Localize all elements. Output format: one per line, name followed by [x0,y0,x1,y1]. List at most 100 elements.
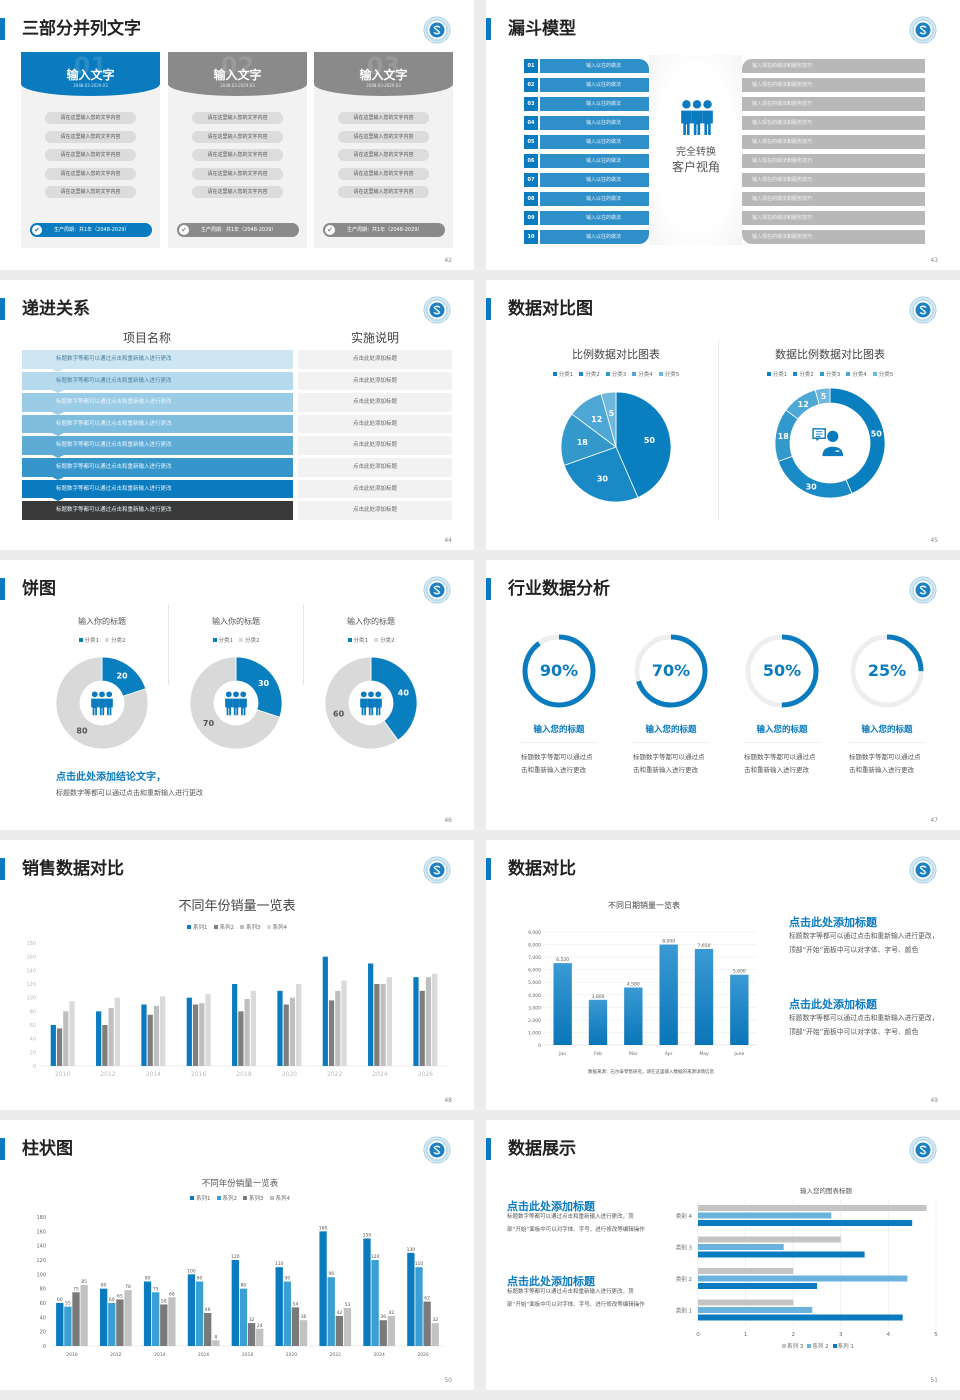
card-item: 请在这里输入您的文字内容 [338,130,429,143]
card-item: 请在这里输入您的文字内容 [192,167,283,180]
step-description[interactable]: 点击此处添加标题 [298,479,452,499]
x-tick-label: 2012 [110,1352,122,1358]
slide-45[interactable]: 数据对比图 45 比例数据对比图表 分类1 分类2 分类3 分类4 分类5 50 30 18 12 5 数… [486,280,960,550]
data-label: 12 [798,400,809,409]
bar [327,1277,335,1346]
bar [419,990,425,1066]
progression-step[interactable]: 标题数字等都可以通过点击和重新输入进行更改 [22,393,293,412]
progression-step[interactable]: 标题数字等都可以通过点击和重新输入进行更改 [22,371,293,391]
feature-card[interactable]: 03 输入文字 2048.03-2029.03 请在这里输入您的文字内容 请在这里输入您… [314,52,453,248]
progression-step[interactable]: 标题数字等都可以通过点击和重新输入进行更改 [22,436,293,455]
card-item: 请在这里输入您的文字内容 [45,186,136,198]
divider [633,742,709,743]
step-description[interactable]: 点击此处添加标题 [298,350,452,369]
legend-swatch [605,372,610,376]
card-item: 请在这里输入您的文字内容 [192,130,283,143]
step-description[interactable]: 点击此处添加标题 [298,458,452,477]
slide-50[interactable]: 柱状图 50 不同年份销量一览表 系列1 系列2 系列3 系列4 0 20 40 60 80 100 12… [0,1120,474,1390]
slide-47[interactable]: 行业数据分析 47 90% 输入您的标题 标题数字等都可以通过点击和重新输入进行更改 70… [486,560,960,830]
bar [56,1303,64,1346]
new-practice-bar: 输入现在的做法和服务技巧 [742,211,925,225]
slide-46[interactable]: 饼图 46 输入你的标题 分类1 分类2 20 80 输入你的标题 分类1 分类2 30 70 输入你的… [0,560,474,830]
slide-51[interactable]: 数据展示 51 点击此处添加标题 标题数字等都可以通过点击和重新输入进行更改，顶部“开… [486,1120,960,1390]
data-label: 36 [301,1314,307,1320]
x-tick-label: June [733,1051,744,1057]
step-description[interactable]: 点击此处添加标题 [298,371,452,391]
card-date: 2048.03-2029.03 [366,83,401,88]
card-item: 请在这里输入您的文字内容 [338,112,429,124]
bar [386,977,392,1066]
bar [432,973,438,1066]
slide-48[interactable]: 销售数据对比 48 不同年份销量一览表 系列1 系列2 系列3 系列4 0 20 40 60 80 10… [0,840,474,1110]
data-label: 5 [609,409,615,418]
slide-49[interactable]: 数据对比 49 不同日期销量一览表 0 1,000 2,000 3,000 4,000 5,00… [486,840,960,1110]
slide-44[interactable]: 递进关系 44 项目名称 实施说明 标题数字等都可以通过点击和重新输入进行更改 点击此处添… [0,280,474,550]
column-header-name: 项目名称 [122,331,171,345]
conclusion-title[interactable]: 点击此处添加结论文字， [56,772,166,783]
block-title[interactable]: 点击此处添加标题 [789,916,877,929]
step-description[interactable]: 点击此处添加标题 [298,501,452,520]
legend-label: 分类2 [799,372,814,378]
block-title[interactable]: 点击此处添加标题 [789,998,877,1011]
card-footer: ✔ 生产周期：共1年（2048-2029） [30,223,152,237]
bar [99,1288,108,1346]
x-tick-label: Apr [665,1051,673,1057]
y-tick-label: 100 [26,996,36,1002]
y-tick-label: 20 [30,1050,36,1056]
bar-chart: 0 1,000 2,000 3,000 4,000 5,000 6,000 7,000 8,00… [528,930,757,1057]
x-tick-label: 2020 [282,1071,297,1078]
data-label: 70 [203,719,215,728]
feature-card[interactable]: 02 输入文字 2048.03-2029.03 请在这里输入您的文字内容 请在这里输入您… [168,52,307,248]
slide-title: 三部分并列文字 [22,19,141,39]
feature-card[interactable]: 01 输入文字 2048.03-2029.03 请在这里输入您的文字内容 请在这里输入您… [21,52,160,248]
bar [199,1003,205,1066]
data-label: 80 [241,1283,247,1289]
data-source: 数据来源：石尔泰零售研究，请在这里输入数据的来源详情信息 [588,1070,714,1075]
legend-item: 系列1 [187,925,208,931]
bar-chart: 0 20 40 60 80 100 120 140 160 180 2010 2012 2014 2016… [26,941,448,1078]
progression-step[interactable]: 标题数字等都可以通过点击和重新输入进行更改 [22,501,293,520]
bar [379,1320,387,1346]
slide-42[interactable]: 三部分并列文字 42 01 输入文字 2048.03-2029.03 请在这里输入您的文字… [0,0,474,270]
legend-item: 分类3 [819,372,840,378]
x-tick-label: May [699,1051,709,1057]
legend-label: 系列4 [275,1196,291,1202]
people-group-icon [225,691,247,716]
card-footer-text: 生产周期：共1年（2048-2029） [347,227,423,233]
card-footer: ✔ 生产周期：共1年（2048-2029） [177,223,299,237]
block-title[interactable]: 点击此处添加标题 [507,1275,595,1288]
legend-swatch [766,372,771,376]
bar [231,1260,239,1346]
legend-item: 系列3 [243,1196,264,1202]
progression-step[interactable]: 标题数字等都可以通过点击和重新输入进行更改 [22,350,293,369]
slide-43[interactable]: 漏斗模型 43 01 输入以往的做法 输入现在的做法和服务技巧 02 输入以往的做法 输入现在… [486,0,960,270]
legend-label: 系列2 [222,1196,238,1202]
progression-step[interactable]: 标题数字等都可以通过点击和重新输入进行更改 [22,458,293,477]
step-number: 05 [524,135,538,149]
chart-title: 数据比例数据对比图表 [775,348,885,361]
card-item: 请在这里输入您的文字内容 [338,149,429,161]
legend-item: 系列2 [216,1196,238,1202]
data-label: 4,580 [627,981,640,987]
card-item: 请在这里输入您的文字内容 [45,130,136,143]
bar [423,1301,431,1346]
progression-step[interactable]: 标题数字等都可以通过点击和重新输入进行更改 [22,479,293,499]
y-tick-label: 7,000 [528,955,541,961]
x-tick-label: 2026 [418,1071,433,1078]
bar [553,963,572,1045]
progress-value: 50% [762,661,802,680]
legend-swatch [552,372,557,376]
y-tick-label: 120 [36,1258,46,1264]
bar [239,1288,248,1346]
data-label: 75 [153,1286,159,1292]
bar [204,1313,212,1346]
step-description[interactable]: 点击此处添加标题 [298,436,452,455]
data-label: 18 [778,432,790,441]
legend-item: 系列 1 [832,1344,854,1350]
step-description[interactable]: 点击此处添加标题 [298,414,452,434]
check-icon: ✔ [179,225,189,235]
step-description[interactable]: 点击此处添加标题 [298,393,452,412]
logo-icon [423,16,451,44]
block-title[interactable]: 点击此处添加标题 [507,1200,595,1213]
progression-step[interactable]: 标题数字等都可以通过点击和重新输入进行更改 [22,414,293,434]
